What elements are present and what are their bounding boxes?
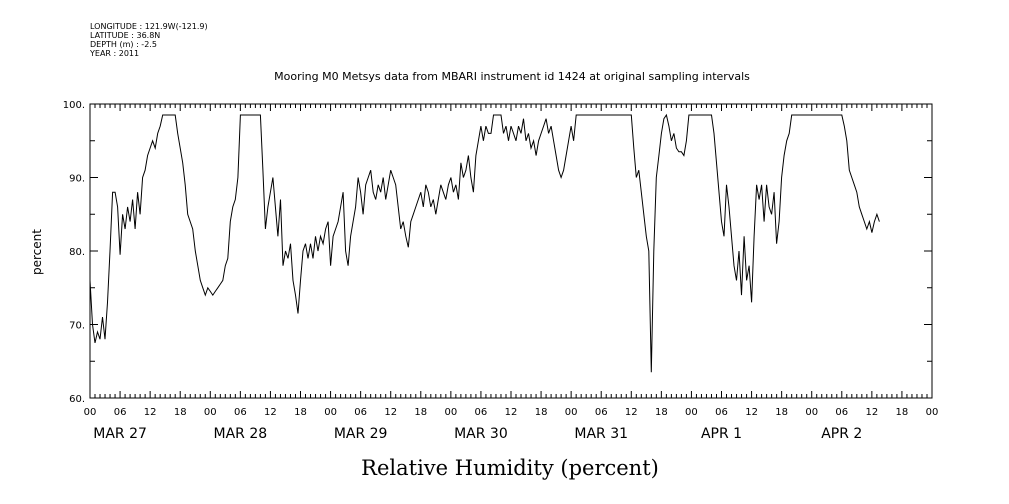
year-text: YEAR : 2011 <box>90 49 140 58</box>
x-tick-label: 18 <box>535 407 548 418</box>
x-axis-label: Relative Humidity (percent) <box>361 456 659 480</box>
x-tick-label: 00 <box>84 407 97 418</box>
x-tick-label: 12 <box>144 407 157 418</box>
x-tick-label: 00 <box>204 407 217 418</box>
x-tick-label: 18 <box>174 407 187 418</box>
x-tick-label: 12 <box>505 407 518 418</box>
day-label: MAR 31 <box>574 426 628 442</box>
x-tick-label: 12 <box>865 407 878 418</box>
x-tick-label: 18 <box>294 407 307 418</box>
longitude-text: LONGITUDE : 121.9W(-121.9) <box>90 22 208 31</box>
y-tick-label: 90. <box>69 174 85 185</box>
day-label: MAR 28 <box>214 426 268 442</box>
x-tick-label: 06 <box>715 407 728 418</box>
x-tick-label: 06 <box>354 407 367 418</box>
x-tick-label: 00 <box>685 407 698 418</box>
y-tick-label: 80. <box>69 247 85 258</box>
x-tick-label: 00 <box>805 407 818 418</box>
metadata-block: LONGITUDE : 121.9W(-121.9) LATITUDE : 36… <box>90 22 208 58</box>
x-tick-label: 00 <box>324 407 337 418</box>
humidity-series-line <box>89 113 880 373</box>
x-tick-label: 00 <box>444 407 457 418</box>
y-tick-label: 100. <box>63 100 85 111</box>
x-tick-label: 18 <box>655 407 668 418</box>
x-tick-label: 18 <box>414 407 427 418</box>
day-label: APR 2 <box>821 426 862 442</box>
x-tick-label: 06 <box>114 407 127 418</box>
x-tick-label: 12 <box>264 407 277 418</box>
x-tick-label: 06 <box>595 407 608 418</box>
x-tick-label: 00 <box>565 407 578 418</box>
y-axis-label: percent <box>30 229 44 275</box>
x-tick-label: 00 <box>926 407 939 418</box>
chart-title: Mooring M0 Metsys data from MBARI instru… <box>274 70 750 83</box>
x-tick-label: 12 <box>384 407 397 418</box>
x-tick-label: 18 <box>775 407 788 418</box>
y-tick-label: 70. <box>69 321 85 332</box>
x-tick-label: 12 <box>625 407 638 418</box>
x-tick-label: 18 <box>896 407 909 418</box>
depth-text: DEPTH (m) : -2.5 <box>90 40 157 49</box>
axes-group: 60. 70. 80. 90. 100. 00 06 12 18 00 06 12 18 00 06 12 18… <box>63 100 939 442</box>
day-label: APR 1 <box>701 426 742 442</box>
plot-frame <box>89 103 933 399</box>
y-tick-label: 60. <box>69 394 85 405</box>
day-label: MAR 30 <box>454 426 508 442</box>
x-tick-label: 06 <box>234 407 247 418</box>
day-label: MAR 29 <box>334 426 388 442</box>
latitude-text: LATITUDE : 36.8N <box>90 31 161 40</box>
x-tick-label: 06 <box>475 407 488 418</box>
day-label: MAR 27 <box>93 426 147 442</box>
x-tick-label: 12 <box>745 407 758 418</box>
x-tick-label: 06 <box>835 407 848 418</box>
